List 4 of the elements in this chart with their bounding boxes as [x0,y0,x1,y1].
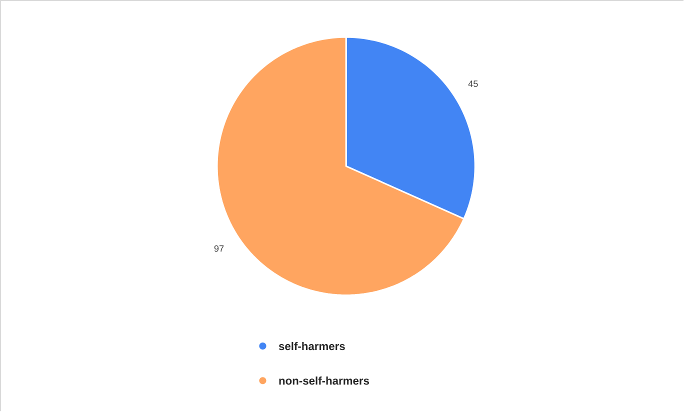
legend-label: self-harmers [278,342,345,350]
legend-label: non-self-harmers [279,376,370,385]
data-label: 45 [468,80,478,88]
data-label: 97 [214,246,224,252]
